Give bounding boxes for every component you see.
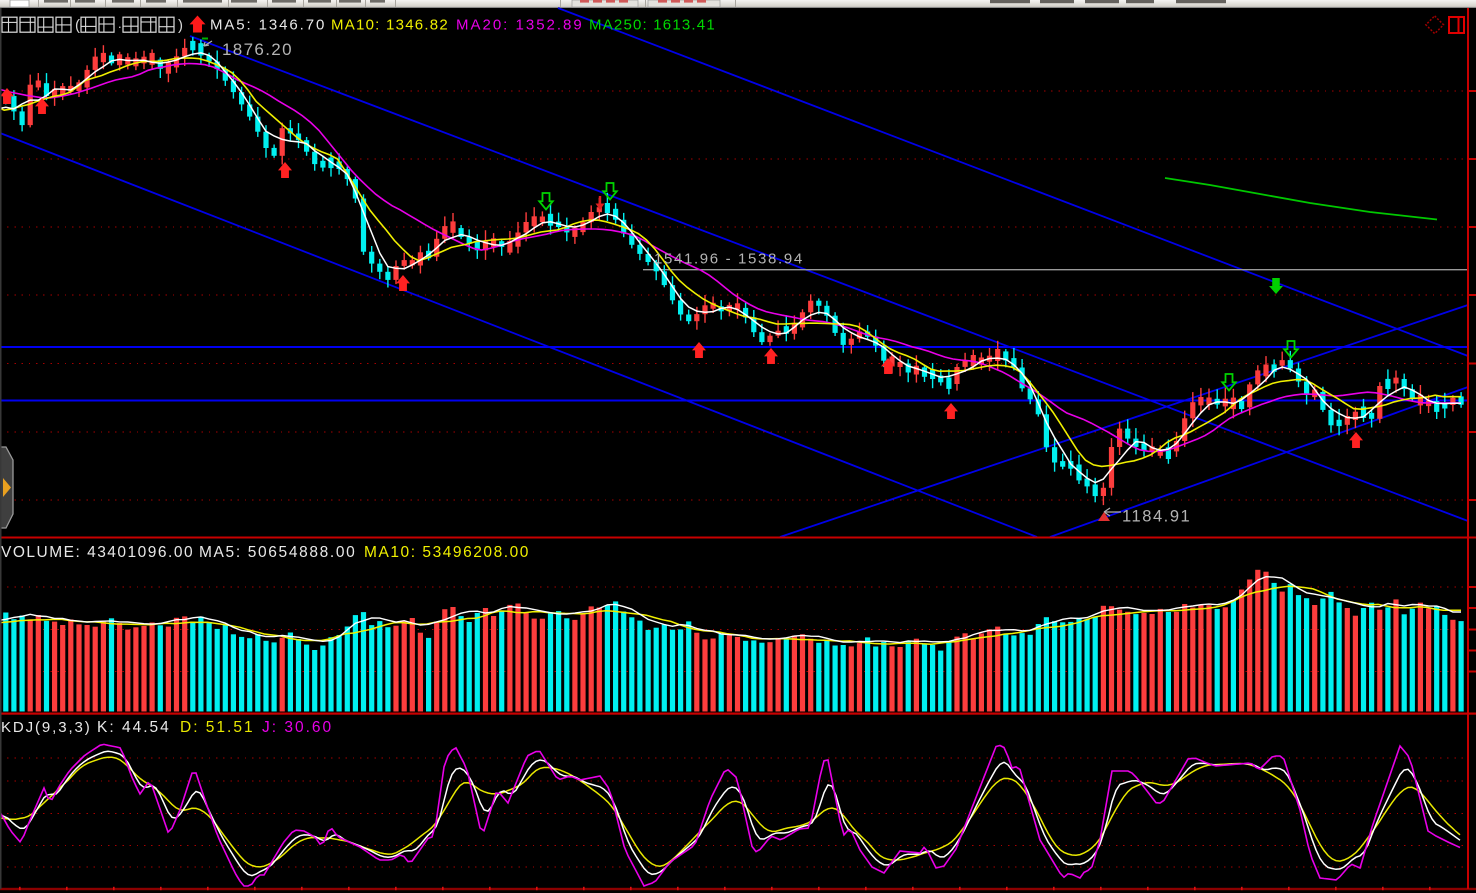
svg-text:MA10: 1346.82: MA10: 1346.82	[331, 17, 449, 34]
svg-text:K: 44.54: K: 44.54	[97, 719, 171, 736]
svg-text:MA5: 1346.70: MA5: 1346.70	[210, 17, 326, 34]
svg-text:): )	[178, 17, 183, 34]
svg-text:MA10: 53496208.00: MA10: 53496208.00	[364, 544, 530, 561]
svg-text:1184.91: 1184.91	[1122, 508, 1191, 526]
svg-text:VOLUME: 43401096.00: VOLUME: 43401096.00	[1, 544, 194, 561]
svg-text:(: (	[75, 17, 80, 34]
svg-text:1876.20: 1876.20	[222, 40, 293, 59]
svg-text:D: 51.51: D: 51.51	[180, 719, 255, 736]
svg-text:J: 30.60: J: 30.60	[262, 719, 333, 736]
svg-text:KDJ(9,3,3): KDJ(9,3,3)	[1, 719, 92, 736]
svg-text:MA5: 50654888.00: MA5: 50654888.00	[199, 544, 356, 561]
svg-text:1541.96 - 1538.94: 1541.96 - 1538.94	[654, 251, 804, 268]
svg-text:.: .	[118, 16, 122, 31]
svg-text:MA250: 1613.41: MA250: 1613.41	[589, 17, 716, 34]
svg-text:MA20: 1352.89: MA20: 1352.89	[456, 17, 584, 34]
